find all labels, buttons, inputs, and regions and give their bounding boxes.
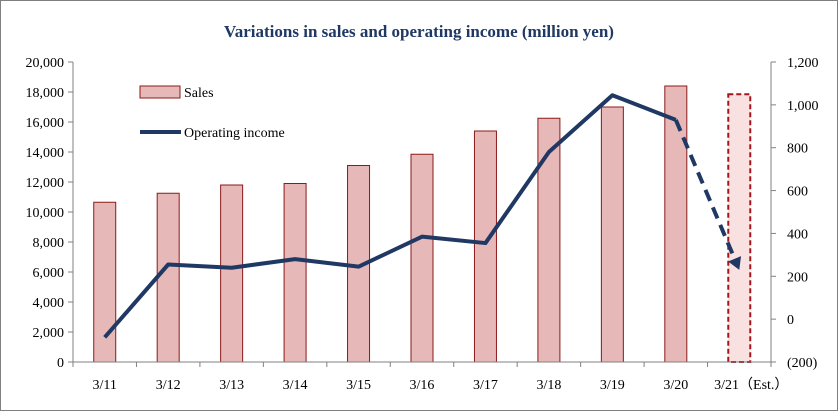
bars-layer	[93, 85, 752, 363]
right-tick-label: 0	[787, 313, 794, 328]
x-tick-label: 3/11	[93, 378, 117, 393]
sales-bar	[664, 85, 688, 363]
sales-bar	[220, 184, 244, 363]
sales-bar	[283, 183, 307, 363]
sales-bar	[473, 130, 497, 363]
left-tick-label: 2,000	[33, 326, 65, 341]
x-tick-label: 3/18	[536, 378, 561, 393]
operating-income-estimate-line	[673, 119, 737, 260]
right-axis: (200) 0 200 400 600 800 1,000 1,200	[771, 56, 819, 371]
sales-bar	[410, 153, 434, 363]
sales-bar-estimate	[727, 93, 752, 363]
right-tick-label: 1,200	[787, 56, 819, 71]
sales-bar	[93, 201, 117, 363]
legend: Sales Operating income	[139, 85, 285, 141]
operating-income-estimate-arrowhead	[728, 256, 742, 270]
right-tick-label: 200	[787, 270, 808, 285]
left-tick-label: 18,000	[26, 86, 65, 101]
line-layer	[103, 93, 742, 339]
x-tick-label: 3/19	[600, 378, 625, 393]
legend-sales-label: Sales	[184, 86, 214, 101]
right-tick-label: 1,000	[787, 99, 819, 114]
x-tick-label: 3/12	[156, 378, 181, 393]
operating-income-line	[103, 93, 677, 339]
x-tick-label: 3/20	[663, 378, 688, 393]
left-tick-label: 0	[57, 356, 64, 371]
sales-bar	[156, 192, 180, 363]
sales-bar	[600, 106, 624, 363]
chart-title: Variations in sales and operating income…	[224, 22, 614, 41]
x-tick-label: 3/13	[219, 378, 244, 393]
right-tick-label: (200)	[787, 356, 818, 371]
left-tick-label: 12,000	[26, 176, 65, 191]
x-axis: 3/11 3/12 3/13 3/14 3/15 3/16 3/17 3/18 3/19 3/20…	[72, 362, 788, 393]
left-tick-label: 20,000	[26, 56, 65, 71]
right-tick-label: 400	[787, 227, 808, 242]
right-tick-label: 800	[787, 142, 808, 157]
legend-sales-swatch	[139, 85, 181, 99]
left-tick-label: 16,000	[26, 116, 65, 131]
x-tick-label: 3/16	[410, 378, 435, 393]
x-tick-label: 3/14	[283, 378, 308, 393]
x-tick-label: 3/17	[473, 378, 498, 393]
legend-operating-income-label: Operating income	[184, 126, 285, 141]
right-tick-label: 600	[787, 185, 808, 200]
left-tick-label: 14,000	[26, 146, 65, 161]
x-tick-label: 3/15	[346, 378, 371, 393]
left-tick-label: 10,000	[26, 206, 65, 221]
left-tick-label: 4,000	[33, 296, 65, 311]
left-tick-label: 8,000	[33, 236, 65, 251]
left-tick-label: 6,000	[33, 266, 65, 281]
left-axis: 0 2,000 4,000 6,000 8,000 10,000 12,000 14,000 1…	[26, 56, 73, 371]
x-tick-label: 3/21（Est.）	[714, 377, 788, 393]
